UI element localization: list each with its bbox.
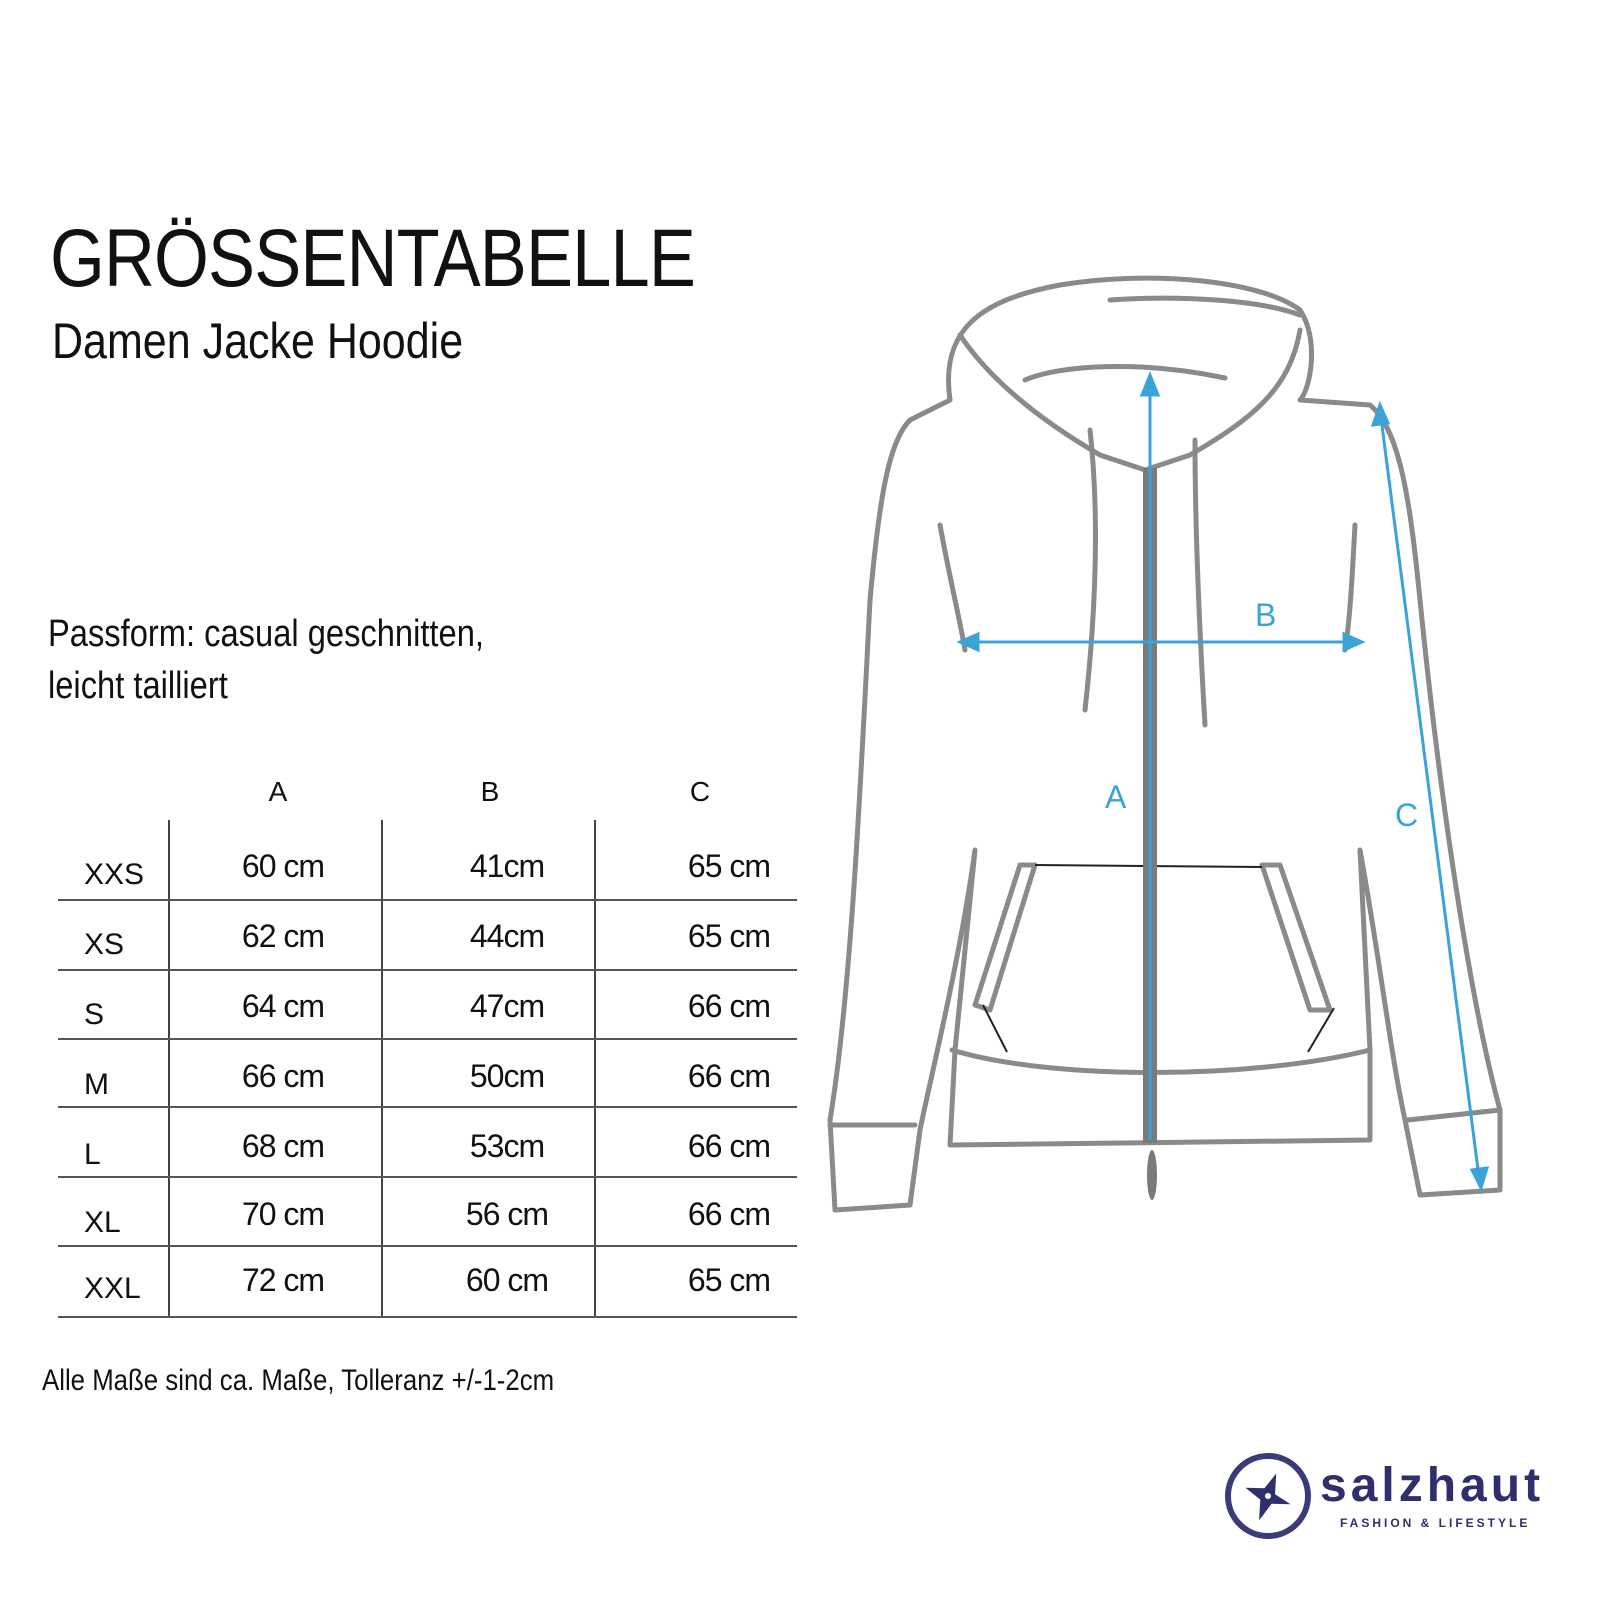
size-label: S	[84, 998, 105, 1031]
cell-a: 70 cm	[241, 1196, 325, 1232]
cell-c: 66 cm	[687, 988, 771, 1024]
size-label: M	[84, 1068, 109, 1101]
size-label: XXS	[84, 858, 145, 891]
page-title: GRÖSSENTABELLE	[50, 213, 696, 304]
fit-line-1: Passform: casual geschnitten,	[48, 613, 484, 655]
fit-line-2: leicht tailliert	[48, 665, 228, 707]
cell-c: 65 cm	[687, 848, 771, 884]
row-divider	[58, 1106, 797, 1108]
measure-arrows	[956, 370, 1490, 1193]
cell-b: 50cm	[469, 1058, 545, 1094]
cell-b: 41cm	[469, 848, 545, 884]
pocket-corner-lines	[982, 1004, 1335, 1053]
cell-a: 60 cm	[241, 848, 325, 884]
cell-b: 56 cm	[465, 1196, 549, 1232]
cell-c: 66 cm	[687, 1196, 771, 1232]
cell-a: 64 cm	[241, 988, 325, 1024]
cell-a: 66 cm	[241, 1058, 325, 1094]
cell-a: 68 cm	[241, 1128, 325, 1164]
arrow-head-icon	[1139, 370, 1161, 397]
zipper-pull	[1147, 1150, 1157, 1200]
arrow-head-icon	[956, 631, 1366, 653]
column-divider	[168, 820, 170, 1317]
cell-c: 65 cm	[687, 1262, 771, 1298]
tolerance-note: Alle Maße sind ca. Maße, Tolleranz +/-1-…	[42, 1364, 555, 1397]
page-subtitle: Damen Jacke Hoodie	[52, 313, 464, 369]
arrow-head-icon	[1370, 400, 1490, 1193]
fit-description: Passform: casual geschnitten, leicht tai…	[48, 608, 484, 712]
row-divider	[58, 899, 797, 901]
column-divider	[381, 820, 383, 1317]
cell-b: 60 cm	[465, 1262, 549, 1298]
row-divider	[58, 969, 797, 971]
measure-b-label: B	[1255, 597, 1276, 633]
cell-b: 53cm	[469, 1128, 545, 1164]
measure-a-label: A	[1105, 779, 1127, 815]
hoodie-outline	[827, 275, 1503, 1213]
column-header-c: C	[689, 776, 711, 807]
brand-tagline: FASHION & LIFESTYLE	[1340, 1516, 1531, 1530]
cell-c: 66 cm	[687, 1128, 771, 1164]
cell-a: 72 cm	[241, 1262, 325, 1298]
measure-c-label: C	[1395, 797, 1418, 833]
row-divider	[58, 1245, 797, 1247]
cell-a: 62 cm	[241, 918, 325, 954]
row-divider	[58, 1316, 797, 1318]
cell-c: 65 cm	[687, 918, 771, 954]
column-divider	[594, 820, 596, 1317]
compass-icon	[1225, 1453, 1311, 1539]
brand-name: salzhaut	[1320, 1459, 1545, 1512]
column-header-a: A	[268, 776, 288, 807]
cell-c: 66 cm	[687, 1058, 771, 1094]
size-label: XS	[84, 928, 125, 961]
measure-c-line	[1378, 409, 1482, 1186]
cell-b: 47cm	[469, 988, 545, 1024]
size-label: XXL	[84, 1272, 141, 1305]
column-header-b: B	[480, 776, 500, 807]
row-divider	[58, 1038, 797, 1040]
size-label: L	[84, 1138, 101, 1171]
cell-b: 44cm	[469, 918, 545, 954]
salzhaut-logo: salzhaut FASHION & LIFESTYLE	[1222, 1450, 1552, 1545]
row-divider	[58, 1176, 797, 1178]
size-label: XL	[84, 1206, 121, 1239]
